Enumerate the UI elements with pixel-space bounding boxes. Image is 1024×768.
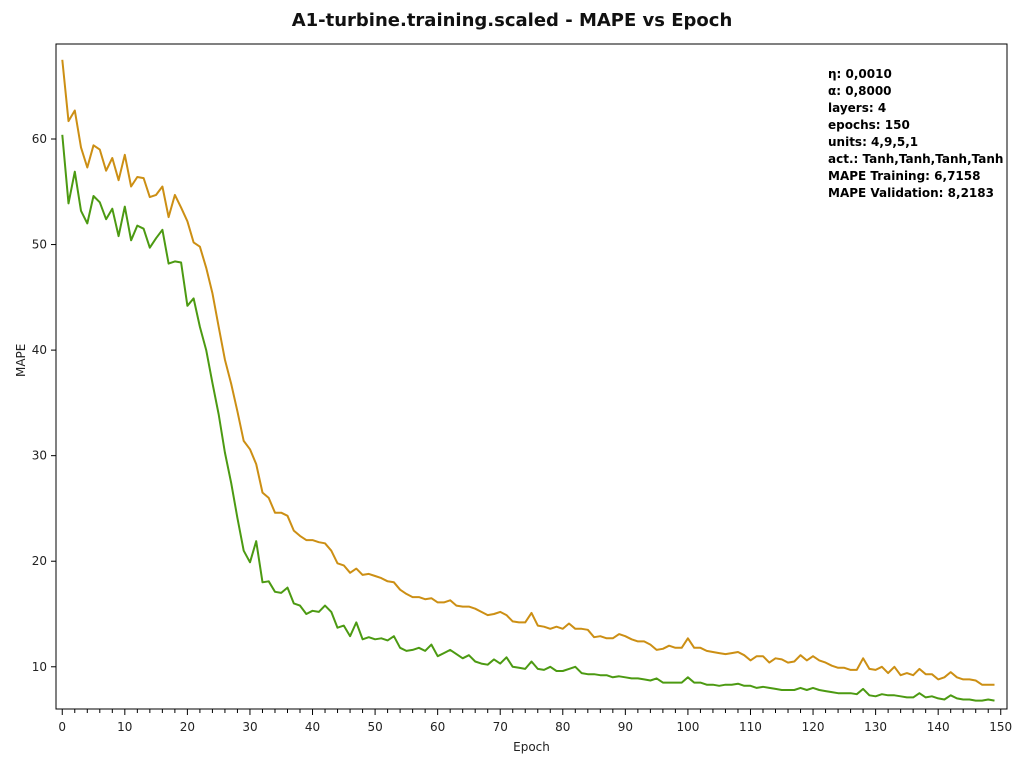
- param-alpha: α: 0,8000: [828, 84, 892, 98]
- param-eta: η: 0,0010: [828, 67, 892, 81]
- x-tick-label: 100: [676, 720, 699, 734]
- y-tick-label: 30: [32, 449, 47, 463]
- x-tick-label: 60: [430, 720, 445, 734]
- x-tick-label: 50: [367, 720, 382, 734]
- chart-title: A1-turbine.training.scaled - MAPE vs Epo…: [291, 10, 733, 31]
- parameters-box: η: 0,0010 α: 0,8000 layers: 4 epochs: 15…: [828, 66, 1003, 202]
- y-tick-label: 40: [32, 343, 47, 357]
- x-tick-label: 150: [989, 720, 1012, 734]
- param-mape-training: MAPE Training: 6,7158: [828, 169, 981, 183]
- x-tick-label: 120: [802, 720, 825, 734]
- validation-mape-line: [61, 59, 995, 686]
- x-axis-label: Epoch: [513, 740, 550, 754]
- y-tick-label: 10: [32, 660, 47, 674]
- y-tick-label: 20: [32, 554, 47, 568]
- x-tick-label: 0: [58, 720, 66, 734]
- training-mape-line: [61, 134, 995, 702]
- param-units: units: 4,9,5,1: [828, 135, 919, 149]
- x-tick-label: 110: [739, 720, 762, 734]
- x-tick-label: 140: [927, 720, 950, 734]
- x-tick-label: 10: [117, 720, 132, 734]
- x-tick-label: 40: [305, 720, 320, 734]
- x-tick-label: 70: [493, 720, 508, 734]
- x-tick-label: 90: [618, 720, 633, 734]
- x-tick-label: 80: [555, 720, 570, 734]
- y-tick-label: 50: [32, 238, 47, 252]
- param-activation: act.: Tanh,Tanh,Tanh,Tanh: [828, 152, 1004, 166]
- param-layers: layers: 4: [828, 101, 887, 115]
- x-tick-label: 130: [864, 720, 887, 734]
- param-epochs: epochs: 150: [828, 118, 910, 132]
- x-tick-label: 30: [242, 720, 257, 734]
- param-mape-validation: MAPE Validation: 8,2183: [828, 186, 994, 200]
- y-tick-label: 60: [32, 132, 47, 146]
- axes-box: [55, 43, 1008, 710]
- x-tick-label: 20: [180, 720, 195, 734]
